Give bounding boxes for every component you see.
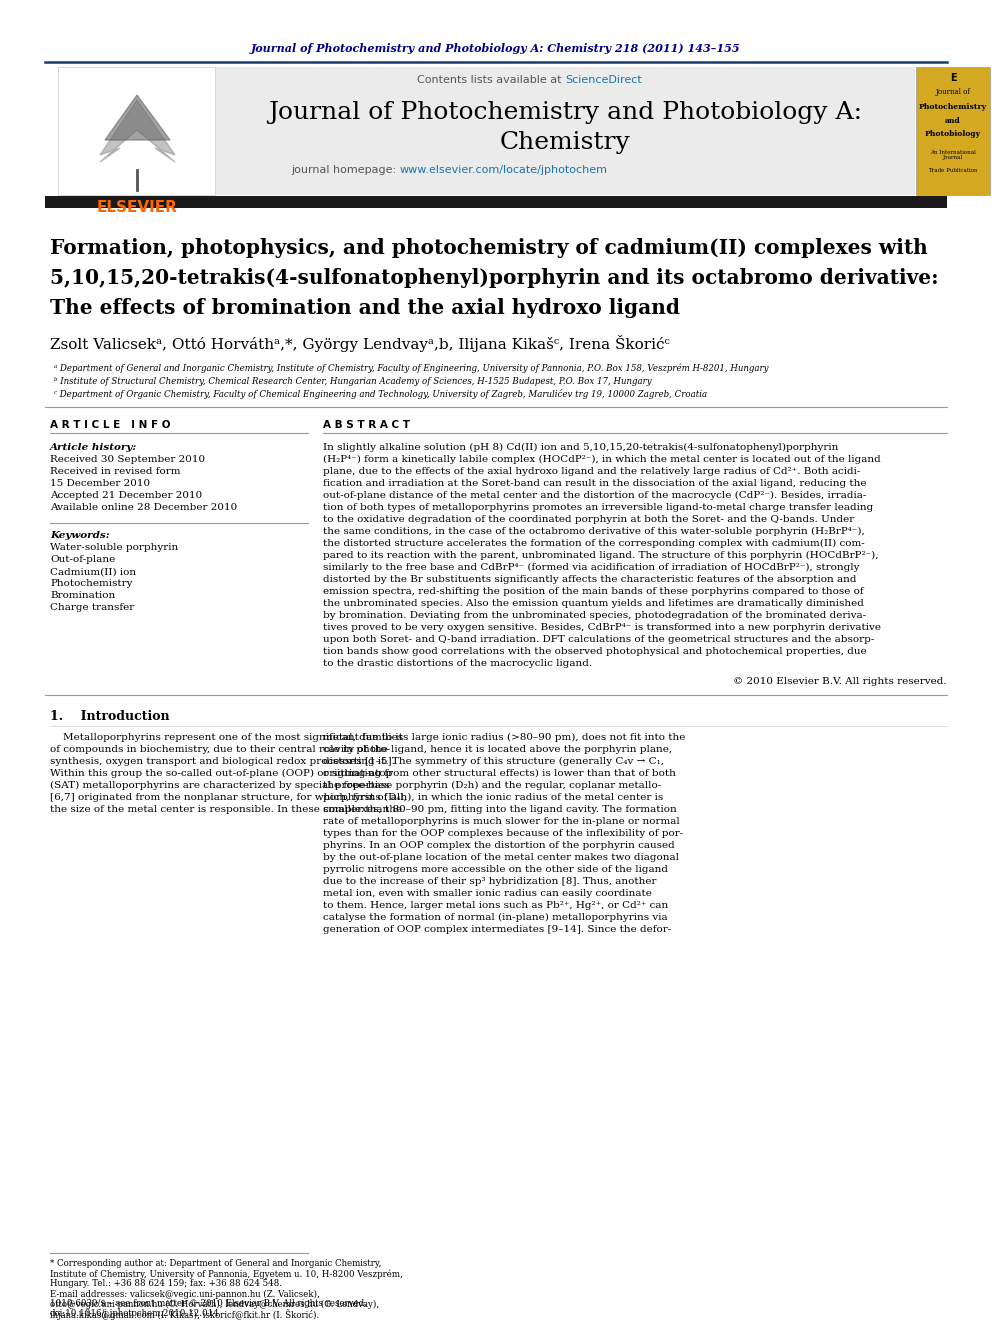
Text: phyrins. In an OOP complex the distortion of the porphyrin caused: phyrins. In an OOP complex the distortio… [323, 840, 675, 849]
Text: ScienceDirect: ScienceDirect [565, 75, 642, 85]
Text: Journal of: Journal of [935, 89, 970, 97]
Text: Keywords:: Keywords: [50, 531, 110, 540]
Text: due to the increase of their sp³ hybridization [8]. Thus, another: due to the increase of their sp³ hybridi… [323, 877, 657, 885]
Text: the unbrominated species. Also the emission quantum yields and lifetimes are dra: the unbrominated species. Also the emiss… [323, 598, 864, 607]
Text: synthesis, oxygen transport and biological redox processes [1–5].: synthesis, oxygen transport and biologic… [50, 757, 395, 766]
Text: and: and [945, 116, 961, 124]
Text: smaller than 80–90 pm, fitting into the ligand cavity. The formation: smaller than 80–90 pm, fitting into the … [323, 804, 677, 814]
Text: Journal of Photochemistry and Photobiology A: Chemistry 218 (2011) 143–155: Journal of Photochemistry and Photobiolo… [251, 42, 741, 53]
Text: Chemistry: Chemistry [500, 131, 630, 155]
Text: Cadmium(II) ion: Cadmium(II) ion [50, 568, 136, 577]
Text: ᶜ Department of Organic Chemistry, Faculty of Chemical Engineering and Technolog: ᶜ Department of Organic Chemistry, Facul… [54, 389, 707, 400]
Text: * Corresponding author at: Department of General and Inorganic Chemistry,: * Corresponding author at: Department of… [50, 1259, 382, 1269]
Text: ilijana.kikas@gmail.com (I. Kikaš), iskoricf@fkit.hr (I. Škorić).: ilijana.kikas@gmail.com (I. Kikaš), isko… [50, 1308, 319, 1319]
Text: Charge transfer: Charge transfer [50, 603, 134, 613]
Text: Received 30 September 2010: Received 30 September 2010 [50, 455, 205, 464]
Text: porphyrins (D₄h), in which the ionic radius of the metal center is: porphyrins (D₄h), in which the ionic rad… [323, 792, 664, 802]
Text: Contents lists available at: Contents lists available at [417, 75, 565, 85]
Text: Photochemistry: Photochemistry [919, 103, 987, 111]
Text: Article history:: Article history: [50, 442, 137, 451]
Text: distorted by the Br substituents significantly affects the characteristic featur: distorted by the Br substituents signifi… [323, 574, 856, 583]
Text: (SAT) metalloporphyrins are characterized by special properties: (SAT) metalloporphyrins are characterize… [50, 781, 390, 790]
Text: A B S T R A C T: A B S T R A C T [323, 419, 410, 430]
Text: the distorted structure accelerates the formation of the corresponding complex w: the distorted structure accelerates the … [323, 538, 865, 548]
Text: tion of both types of metalloporphyrins promotes an irreversible ligand-to-metal: tion of both types of metalloporphyrins … [323, 503, 873, 512]
Text: An International
Journal: An International Journal [930, 149, 976, 160]
Text: distorting it. The symmetry of this structure (generally C₄v → C₁,: distorting it. The symmetry of this stru… [323, 757, 664, 766]
Text: E-mail addresses: valicsek@vegic.uni-pannon.hu (Z. Valicsek),: E-mail addresses: valicsek@vegic.uni-pan… [50, 1290, 320, 1299]
Text: 1010-6030/$ – see front matter © 2010 Elsevier B.V. All rights reserved.: 1010-6030/$ – see front matter © 2010 El… [50, 1298, 367, 1307]
Bar [58, 67, 215, 194]
Text: generation of OOP complex intermediates [9–14]. Since the defor-: generation of OOP complex intermediates … [323, 925, 672, 934]
Text: tion bands show good correlations with the observed photophysical and photochemi: tion bands show good correlations with t… [323, 647, 867, 655]
Text: Accepted 21 December 2010: Accepted 21 December 2010 [50, 492, 202, 500]
Text: pyrrolic nitrogens more accessible on the other side of the ligand: pyrrolic nitrogens more accessible on th… [323, 864, 668, 873]
Text: the same conditions, in the case of the octabromo derivative of this water-solub: the same conditions, in the case of the … [323, 527, 865, 536]
Text: ᵇ Institute of Structural Chemistry, Chemical Research Center, Hungarian Academy: ᵇ Institute of Structural Chemistry, Che… [54, 377, 652, 385]
Text: Received in revised form: Received in revised form [50, 467, 181, 476]
Text: Available online 28 December 2010: Available online 28 December 2010 [50, 504, 237, 512]
Text: Trade Publication: Trade Publication [929, 168, 978, 172]
Text: pared to its reaction with the parent, unbrominated ligand. The structure of thi: pared to its reaction with the parent, u… [323, 550, 879, 560]
Text: Photochemistry: Photochemistry [50, 579, 133, 589]
Text: by the out-of-plane location of the metal center makes two diagonal: by the out-of-plane location of the meta… [323, 852, 679, 861]
Text: (H₂P⁴⁻) form a kinetically labile complex (HOCdP²⁻), in which the metal center i: (H₂P⁴⁻) form a kinetically labile comple… [323, 454, 881, 463]
Text: upon both Soret- and Q-band irradiation. DFT calculations of the geometrical str: upon both Soret- and Q-band irradiation.… [323, 635, 874, 643]
Text: originating from other structural effects) is lower than that of both: originating from other structural effect… [323, 769, 676, 778]
Text: catalyse the formation of normal (in-plane) metalloporphyrins via: catalyse the formation of normal (in-pla… [323, 913, 668, 922]
Text: journal homepage:: journal homepage: [292, 165, 400, 175]
Text: by bromination. Deviating from the unbrominated species, photodegradation of the: by bromination. Deviating from the unbro… [323, 610, 866, 619]
Text: plane, due to the effects of the axial hydroxo ligand and the relatively large r: plane, due to the effects of the axial h… [323, 467, 860, 475]
Text: 1.    Introduction: 1. Introduction [50, 710, 170, 724]
Text: Hungary. Tel.: +36 88 624 159; fax: +36 88 624 548.: Hungary. Tel.: +36 88 624 159; fax: +36 … [50, 1279, 282, 1289]
Bar [215, 67, 915, 194]
Text: Metalloporphyrins represent one of the most significant families: Metalloporphyrins represent one of the m… [50, 733, 403, 741]
Text: [6,7] originated from the nonplanar structure, for which, first of all,: [6,7] originated from the nonplanar stru… [50, 792, 407, 802]
Text: Bromination: Bromination [50, 591, 115, 601]
Text: Institute of Chemistry, University of Pannonia, Egyetem u. 10, H-8200 Veszprém,: Institute of Chemistry, University of Pa… [50, 1269, 403, 1279]
Text: Zsolt Valicsekᵃ, Ottó Horváthᵃ,*, György Lendvayᵃ,b, Ilijana Kikašᶜ, Irena Škori: Zsolt Valicsekᵃ, Ottó Horváthᵃ,*, György… [50, 336, 670, 352]
Text: Within this group the so-called out-of-plane (OOP) or sitting-atop: Within this group the so-called out-of-p… [50, 769, 393, 778]
Text: 5,10,15,20-tetrakis(4-sulfonatophenyl)porphyrin and its octabromo derivative:: 5,10,15,20-tetrakis(4-sulfonatophenyl)po… [50, 269, 938, 288]
Text: A R T I C L E   I N F O: A R T I C L E I N F O [50, 419, 171, 430]
Text: similarly to the free base and CdBrP⁴⁻ (formed via acidification of irradiation : similarly to the free base and CdBrP⁴⁻ (… [323, 562, 859, 572]
Text: Water-soluble porphyrin: Water-soluble porphyrin [50, 544, 179, 553]
Text: out-of-plane distance of the metal center and the distortion of the macrocycle (: out-of-plane distance of the metal cente… [323, 491, 866, 500]
Text: of compounds in biochemistry, due to their central role in photo-: of compounds in biochemistry, due to the… [50, 745, 390, 754]
Text: © 2010 Elsevier B.V. All rights reserved.: © 2010 Elsevier B.V. All rights reserved… [733, 676, 947, 685]
Text: Photobiology: Photobiology [925, 130, 981, 138]
Text: the size of the metal center is responsible. In these complexes, the: the size of the metal center is responsi… [50, 804, 402, 814]
Text: ELSEVIER: ELSEVIER [96, 200, 178, 216]
Text: types than for the OOP complexes because of the inflexibility of por-: types than for the OOP complexes because… [323, 828, 683, 837]
Text: emission spectra, red-shifting the position of the main bands of these porphyrin: emission spectra, red-shifting the posit… [323, 586, 864, 595]
Text: Out-of-plane: Out-of-plane [50, 556, 115, 565]
Text: fication and irradiation at the Soret-band can result in the dissociation of the: fication and irradiation at the Soret-ba… [323, 479, 866, 487]
Text: rate of metalloporphyrins is much slower for the in-plane or normal: rate of metalloporphyrins is much slower… [323, 816, 680, 826]
Bar [916, 67, 990, 194]
Polygon shape [100, 101, 175, 161]
Text: ᵃ Department of General and Inorganic Chemistry, Institute of Chemistry, Faculty: ᵃ Department of General and Inorganic Ch… [54, 364, 769, 373]
Text: metal ion, even with smaller ionic radius can easily coordinate: metal ion, even with smaller ionic radiu… [323, 889, 652, 897]
Text: metal, due to its large ionic radius (>80–90 pm), does not fit into the: metal, due to its large ionic radius (>8… [323, 733, 685, 742]
Text: to the drastic distortions of the macrocyclic ligand.: to the drastic distortions of the macroc… [323, 659, 592, 668]
Text: Formation, photophysics, and photochemistry of cadmium(II) complexes with: Formation, photophysics, and photochemis… [50, 238, 928, 258]
Text: E: E [949, 73, 956, 83]
Text: cavity of the ligand, hence it is located above the porphyrin plane,: cavity of the ligand, hence it is locate… [323, 745, 673, 754]
Polygon shape [105, 95, 170, 140]
Text: Journal of Photochemistry and Photobiology A:: Journal of Photochemistry and Photobiolo… [268, 101, 862, 123]
Text: tives proved to be very oxygen sensitive. Besides, CdBrP⁴⁻ is transformed into a: tives proved to be very oxygen sensitive… [323, 623, 881, 631]
Text: the free-base porphyrin (D₂h) and the regular, coplanar metallo-: the free-base porphyrin (D₂h) and the re… [323, 781, 662, 790]
Text: www.elsevier.com/locate/jphotochem: www.elsevier.com/locate/jphotochem [400, 165, 608, 175]
Text: In slightly alkaline solution (pH 8) Cd(II) ion and 5,10,15,20-tetrakis(4-sulfon: In slightly alkaline solution (pH 8) Cd(… [323, 442, 838, 451]
Text: The effects of bromination and the axial hydroxo ligand: The effects of bromination and the axial… [50, 298, 680, 318]
Text: doi:10.1016/j.jphotochem.2010.12.014: doi:10.1016/j.jphotochem.2010.12.014 [50, 1310, 220, 1319]
Bar [45, 196, 947, 208]
Text: to the oxidative degradation of the coordinated porphyrin at both the Soret- and: to the oxidative degradation of the coor… [323, 515, 854, 524]
Text: 15 December 2010: 15 December 2010 [50, 479, 150, 488]
Text: otto@vegic.uni-pannon.hu (O. Horváth), lendvay@chemres.hu (G. Lendvay),: otto@vegic.uni-pannon.hu (O. Horváth), l… [50, 1299, 379, 1308]
Text: to them. Hence, larger metal ions such as Pb²⁺, Hg²⁺, or Cd²⁺ can: to them. Hence, larger metal ions such a… [323, 901, 669, 909]
